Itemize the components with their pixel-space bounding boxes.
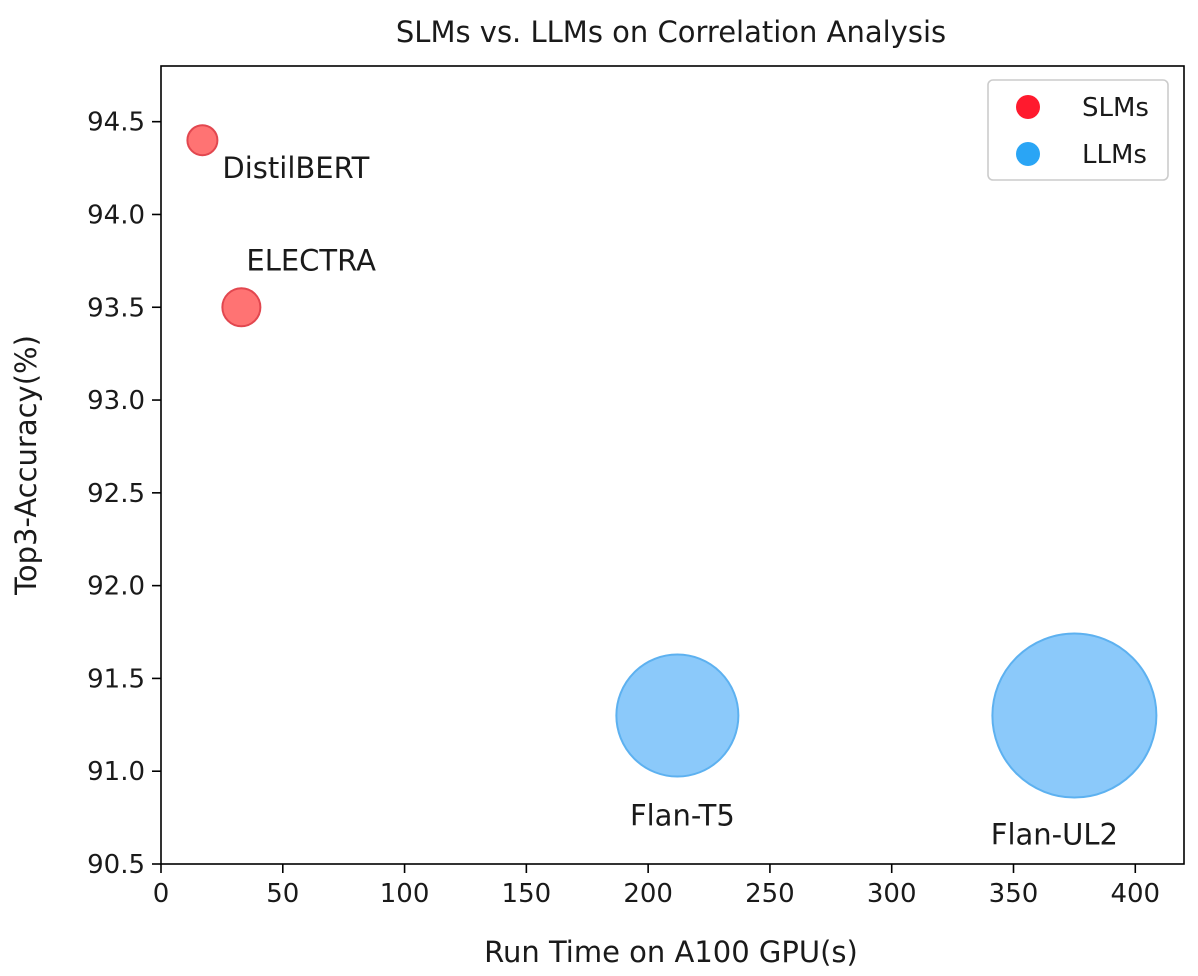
y-tick-label: 93.0	[87, 386, 145, 416]
plot-frame	[160, 65, 1185, 865]
legend-marker-llms	[1016, 142, 1040, 166]
legend: SLMs LLMs	[987, 79, 1169, 181]
point-label-flan-t5: Flan-T5	[630, 799, 735, 833]
x-tick-label: 250	[745, 879, 795, 909]
axes: 0 50 100 150 200 250 300 350 400 90.5 91.0 91.5 92.0…	[87, 65, 1185, 909]
y-tick-label: 92.0	[87, 572, 145, 602]
y-tick-label: 91.5	[87, 664, 145, 694]
x-tick-label: 100	[380, 879, 430, 909]
point-label-distilbert: DistilBERT	[222, 151, 369, 185]
y-tick-label: 90.5	[87, 850, 145, 880]
x-tick-label: 350	[989, 879, 1039, 909]
x-tick-label: 50	[266, 879, 299, 909]
plot-area: DistilBERT ELECTRA Flan-T5 Flan-UL2	[186, 124, 1158, 852]
y-tick-label: 92.5	[87, 479, 145, 509]
point-label-flan-ul2: Flan-UL2	[991, 818, 1118, 852]
y-tick-label: 94.5	[87, 108, 145, 138]
data-point-flan-t5	[615, 653, 740, 778]
data-point-flan-ul2	[991, 632, 1158, 799]
x-tick-label: 300	[867, 879, 917, 909]
y-tick-label: 91.0	[87, 757, 145, 787]
x-tick-label: 0	[153, 879, 170, 909]
x-tick-label: 400	[1110, 879, 1160, 909]
legend-marker-slms	[1016, 95, 1040, 119]
legend-label-slms: SLMs	[1082, 93, 1149, 123]
x-tick-label: 200	[623, 879, 673, 909]
y-axis-label: Top3-Accuracy(%)	[9, 335, 43, 596]
y-tick-label: 94.0	[87, 200, 145, 230]
chart-title: SLMs vs. LLMs on Correlation Analysis	[396, 15, 946, 49]
data-point-distilbert	[186, 124, 219, 157]
data-point-electra	[221, 287, 262, 328]
x-axis-label: Run Time on A100 GPU(s)	[484, 935, 858, 969]
legend-label-llms: LLMs	[1082, 140, 1147, 170]
point-label-electra: ELECTRA	[246, 243, 376, 277]
x-tick-label: 150	[502, 879, 552, 909]
y-tick-label: 93.5	[87, 293, 145, 323]
